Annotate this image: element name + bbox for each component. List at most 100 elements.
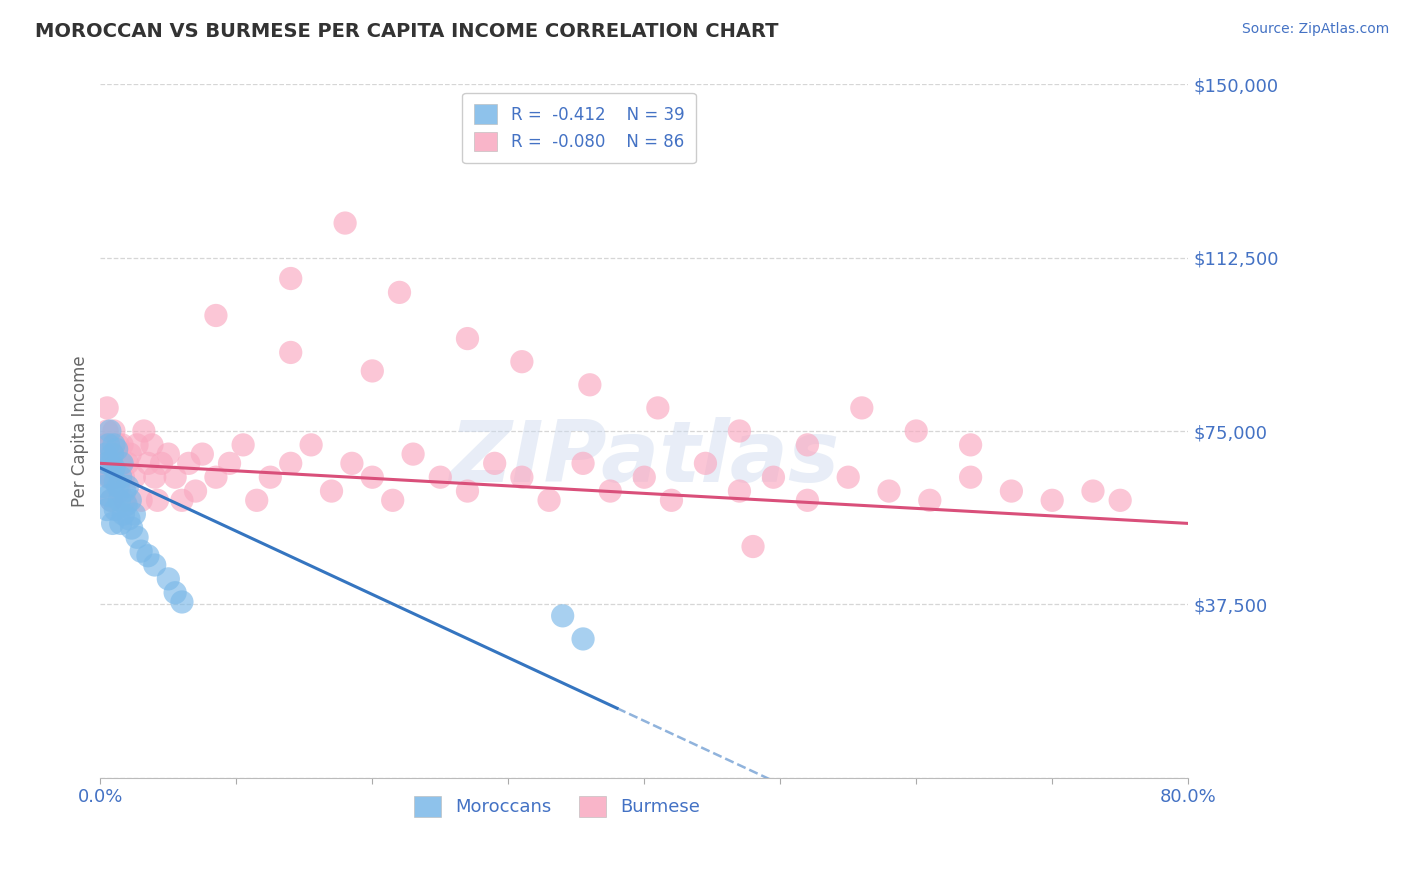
Point xyxy=(170,595,193,609)
Point xyxy=(837,470,859,484)
Point xyxy=(321,484,343,499)
Point xyxy=(647,401,669,415)
Point xyxy=(117,456,139,470)
Point xyxy=(112,470,135,484)
Point xyxy=(101,447,124,461)
Point xyxy=(205,470,228,484)
Point xyxy=(170,493,193,508)
Point xyxy=(136,549,159,563)
Point xyxy=(124,470,146,484)
Point xyxy=(103,424,125,438)
Point xyxy=(1109,493,1132,508)
Point xyxy=(877,484,900,499)
Point xyxy=(280,271,302,285)
Text: ZIPatlas: ZIPatlas xyxy=(449,417,839,500)
Point xyxy=(100,456,122,470)
Point xyxy=(633,470,655,484)
Point xyxy=(96,424,118,438)
Point xyxy=(103,438,125,452)
Point xyxy=(117,479,139,493)
Point xyxy=(110,470,132,484)
Point xyxy=(96,456,118,470)
Point xyxy=(93,438,115,452)
Point xyxy=(579,377,602,392)
Point xyxy=(191,447,214,461)
Point xyxy=(1081,484,1104,499)
Point xyxy=(96,401,118,415)
Point xyxy=(742,540,765,554)
Point xyxy=(97,470,120,484)
Point xyxy=(184,484,207,499)
Point xyxy=(340,456,363,470)
Point xyxy=(232,438,254,452)
Point xyxy=(388,285,411,300)
Point xyxy=(132,424,155,438)
Text: MOROCCAN VS BURMESE PER CAPITA INCOME CORRELATION CHART: MOROCCAN VS BURMESE PER CAPITA INCOME CO… xyxy=(35,22,779,41)
Point xyxy=(143,470,166,484)
Point xyxy=(98,470,121,484)
Point xyxy=(121,521,143,535)
Point xyxy=(299,438,322,452)
Point xyxy=(728,484,751,499)
Point xyxy=(108,493,131,508)
Point xyxy=(456,484,478,499)
Point xyxy=(107,438,129,452)
Point xyxy=(97,489,120,503)
Point xyxy=(129,493,152,508)
Point xyxy=(143,558,166,572)
Point xyxy=(94,447,117,461)
Point xyxy=(111,438,134,452)
Point xyxy=(165,585,187,599)
Point xyxy=(918,493,941,508)
Point xyxy=(484,456,506,470)
Point xyxy=(205,309,228,323)
Point xyxy=(103,461,125,475)
Point xyxy=(905,424,928,438)
Point xyxy=(157,572,180,586)
Point xyxy=(114,484,136,499)
Point xyxy=(796,493,818,508)
Point xyxy=(115,498,138,512)
Point xyxy=(129,544,152,558)
Point xyxy=(100,470,122,484)
Point xyxy=(93,479,115,493)
Point xyxy=(599,484,621,499)
Point xyxy=(695,456,717,470)
Point xyxy=(108,484,131,499)
Point xyxy=(510,470,533,484)
Point xyxy=(456,332,478,346)
Point xyxy=(98,438,121,452)
Point xyxy=(1000,484,1022,499)
Point xyxy=(94,456,117,470)
Point xyxy=(150,456,173,470)
Point xyxy=(100,493,122,508)
Point xyxy=(104,475,127,489)
Point xyxy=(728,424,751,438)
Point xyxy=(551,608,574,623)
Point xyxy=(97,447,120,461)
Y-axis label: Per Capita Income: Per Capita Income xyxy=(72,355,89,507)
Point xyxy=(98,424,121,438)
Point xyxy=(110,516,132,531)
Point xyxy=(796,438,818,452)
Point xyxy=(120,493,142,508)
Point xyxy=(572,632,595,646)
Point xyxy=(333,216,356,230)
Point xyxy=(110,456,132,470)
Point xyxy=(105,470,128,484)
Point xyxy=(118,512,141,526)
Point xyxy=(381,493,404,508)
Point xyxy=(246,493,269,508)
Point xyxy=(762,470,785,484)
Point xyxy=(125,438,148,452)
Point xyxy=(120,447,142,461)
Point xyxy=(112,507,135,521)
Point xyxy=(510,354,533,368)
Point xyxy=(572,456,595,470)
Point xyxy=(96,502,118,516)
Point xyxy=(538,493,561,508)
Point xyxy=(157,447,180,461)
Point xyxy=(125,530,148,544)
Point xyxy=(104,447,127,461)
Point xyxy=(105,442,128,457)
